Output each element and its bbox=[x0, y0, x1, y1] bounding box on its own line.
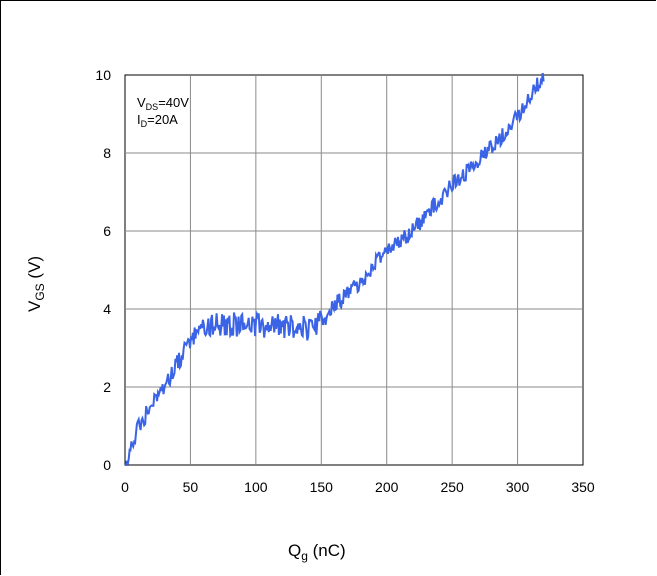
x-tick-label: 50 bbox=[183, 479, 199, 495]
y-tick-label: 10 bbox=[95, 67, 111, 83]
series-line-vgs bbox=[125, 73, 545, 466]
x-tick-label: 300 bbox=[506, 479, 530, 495]
gridlines bbox=[125, 75, 583, 465]
x-tick-label: 100 bbox=[244, 479, 268, 495]
y-tick-label: 6 bbox=[103, 223, 111, 239]
x-tick-labels: 0 50 100 150 200 250 300 350 bbox=[121, 479, 595, 495]
annotation-vds: VDS=40V bbox=[137, 95, 189, 112]
x-tick-label: 200 bbox=[375, 479, 399, 495]
y-axis-label: VGS (V) bbox=[25, 256, 47, 312]
y-tick-labels: 0 2 4 6 8 10 bbox=[95, 67, 111, 473]
x-axis-label: Qg (nC) bbox=[288, 541, 346, 563]
x-tick-label: 150 bbox=[310, 479, 334, 495]
plot-area bbox=[124, 74, 584, 466]
y-tick-label: 2 bbox=[103, 379, 111, 395]
y-tick-label: 4 bbox=[103, 301, 111, 317]
y-tick-label: 0 bbox=[103, 457, 111, 473]
y-tick-label: 8 bbox=[103, 145, 111, 161]
x-tick-label: 350 bbox=[571, 479, 595, 495]
x-tick-label: 250 bbox=[440, 479, 464, 495]
x-tick-label: 0 bbox=[121, 479, 129, 495]
annotation-id: ID=20A bbox=[137, 112, 178, 129]
series-layer bbox=[125, 73, 545, 466]
